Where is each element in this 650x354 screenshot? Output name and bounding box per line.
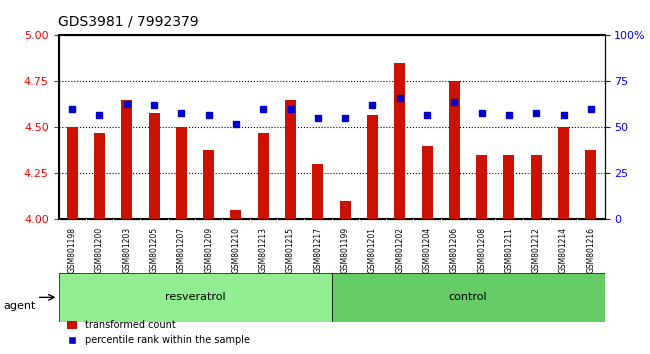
Bar — [203, 149, 214, 354]
Text: GSM801216: GSM801216 — [586, 227, 595, 273]
Text: GSM801210: GSM801210 — [231, 227, 240, 273]
Bar — [531, 155, 541, 354]
Bar — [504, 155, 514, 354]
Bar — [558, 127, 569, 354]
Text: GSM801212: GSM801212 — [532, 227, 541, 273]
Text: GSM801214: GSM801214 — [559, 227, 568, 273]
Bar — [122, 100, 132, 354]
Bar — [258, 133, 268, 354]
Bar — [94, 133, 105, 354]
Text: GDS3981 / 7992379: GDS3981 / 7992379 — [58, 14, 199, 28]
Text: GSM801203: GSM801203 — [122, 227, 131, 273]
Text: agent: agent — [3, 301, 36, 311]
Text: GSM801213: GSM801213 — [259, 227, 268, 273]
Text: GSM801201: GSM801201 — [368, 227, 377, 273]
Text: GSM801211: GSM801211 — [504, 227, 514, 273]
Bar — [313, 164, 323, 354]
Text: GSM801205: GSM801205 — [150, 227, 159, 273]
Bar — [340, 201, 350, 354]
FancyBboxPatch shape — [332, 273, 604, 322]
Bar — [586, 149, 596, 354]
Text: GSM801202: GSM801202 — [395, 227, 404, 273]
Text: GSM801209: GSM801209 — [204, 227, 213, 273]
Bar — [476, 155, 487, 354]
Legend: transformed count, percentile rank within the sample: transformed count, percentile rank withi… — [63, 316, 254, 349]
Text: GSM801207: GSM801207 — [177, 227, 186, 273]
Text: GSM801198: GSM801198 — [68, 227, 77, 273]
Text: GSM801200: GSM801200 — [95, 227, 104, 273]
Text: GSM801199: GSM801199 — [341, 227, 350, 273]
Text: resveratrol: resveratrol — [164, 292, 226, 302]
Bar — [149, 113, 159, 354]
Bar — [176, 127, 187, 354]
Bar — [285, 100, 296, 354]
Text: GSM801215: GSM801215 — [286, 227, 295, 273]
Text: GSM801206: GSM801206 — [450, 227, 459, 273]
Bar — [422, 146, 432, 354]
Bar — [449, 81, 460, 354]
Text: control: control — [448, 292, 488, 302]
Bar — [367, 115, 378, 354]
Text: GSM801204: GSM801204 — [422, 227, 432, 273]
Bar — [231, 210, 241, 354]
Bar — [395, 63, 405, 354]
Bar — [67, 127, 77, 354]
Text: GSM801208: GSM801208 — [477, 227, 486, 273]
FancyBboxPatch shape — [58, 273, 332, 322]
Text: GSM801217: GSM801217 — [313, 227, 322, 273]
